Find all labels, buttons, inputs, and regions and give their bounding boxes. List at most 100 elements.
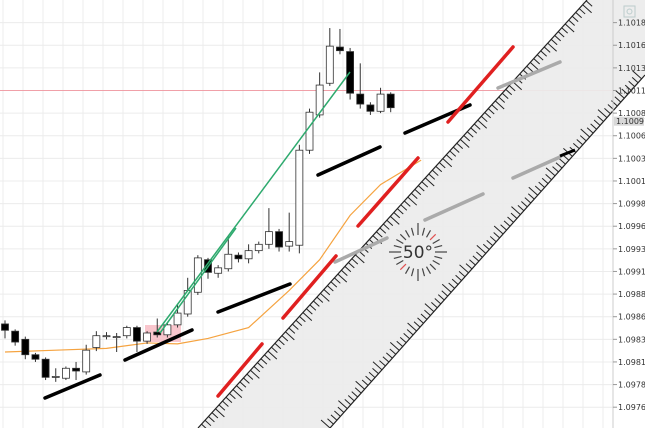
ruler-tick xyxy=(631,76,639,84)
ruler-tick xyxy=(466,131,474,138)
ruler-tick xyxy=(260,358,268,365)
protractor-dial[interactable] xyxy=(389,223,447,281)
ruler-shadow-lines xyxy=(333,60,562,264)
ruler-tick xyxy=(543,46,551,53)
candle xyxy=(1,320,9,339)
ruler-tick xyxy=(337,273,348,283)
ruler-tick xyxy=(281,335,289,342)
trend-line[interactable] xyxy=(316,145,382,177)
ruler-tick xyxy=(505,88,513,96)
candle-body xyxy=(224,253,233,270)
ruler-body[interactable] xyxy=(198,0,645,428)
ruler-tick xyxy=(404,200,411,207)
ruler-tick xyxy=(389,348,397,355)
candle xyxy=(315,72,324,118)
ruler-tick xyxy=(500,224,507,231)
chart-settings-icon[interactable] xyxy=(623,5,636,18)
ruler-tick xyxy=(327,285,334,292)
axis-tick-label: 1.10160 xyxy=(618,41,645,50)
ruler-tool[interactable]: 50° xyxy=(197,0,645,428)
ruler-tick xyxy=(438,162,446,169)
axis-tick-label: 1.10010 xyxy=(618,177,645,186)
trend-line[interactable] xyxy=(43,373,102,400)
ruler-tick xyxy=(473,123,481,130)
ruler-tick xyxy=(455,274,462,281)
candle xyxy=(21,336,30,360)
candle-body xyxy=(41,358,50,378)
ruler-tick xyxy=(441,283,452,293)
ruler-tick xyxy=(386,352,393,359)
ruler-tick xyxy=(545,173,552,181)
ruler-tick xyxy=(334,277,341,284)
ruler-red-marks xyxy=(216,45,515,398)
ruler-tick xyxy=(586,127,594,134)
ruler-tick xyxy=(421,181,429,188)
ruler-tick xyxy=(365,375,372,382)
protractor-tick xyxy=(434,255,443,260)
axis-tick-label: 1.10085 xyxy=(618,109,645,118)
ruler-tick xyxy=(355,380,365,390)
ruler-tick xyxy=(344,266,352,273)
ruler-tick xyxy=(459,139,470,148)
ruler-tick xyxy=(225,396,233,403)
ruler-tick xyxy=(508,85,516,92)
green-trend-line[interactable] xyxy=(156,71,351,333)
protractor-tick xyxy=(410,268,415,277)
ruler-tick xyxy=(597,109,608,118)
ruler-tick xyxy=(435,165,443,173)
candle xyxy=(41,357,50,381)
candle-body xyxy=(275,231,283,248)
ruler-tick xyxy=(493,225,504,235)
protractor-tick xyxy=(429,233,437,241)
candle xyxy=(193,255,202,295)
ruler-tick xyxy=(406,329,414,336)
green-lines[interactable] xyxy=(156,71,351,334)
ruler-tick xyxy=(288,327,296,334)
candle-body xyxy=(11,330,20,343)
ruler-tick xyxy=(302,312,313,322)
candle xyxy=(62,366,70,381)
ruler-tick xyxy=(389,342,400,351)
ruler-tick xyxy=(372,361,383,371)
protractor-tick xyxy=(421,268,426,277)
protractor-tick xyxy=(410,227,415,236)
ruler-edge xyxy=(197,0,588,428)
candle-body xyxy=(193,257,202,293)
price-axis[interactable]: 1.101851.101601.101351.101101.100851.100… xyxy=(613,19,645,413)
candle xyxy=(92,331,101,352)
ruler-tick xyxy=(431,302,438,309)
ruler-tick xyxy=(449,150,457,157)
candle xyxy=(254,241,263,254)
ruler-tick xyxy=(201,423,207,428)
ruler-tick xyxy=(320,419,331,428)
current-price-badge xyxy=(614,116,644,126)
candle-body xyxy=(72,367,80,372)
candle xyxy=(143,331,152,344)
candle-body xyxy=(244,250,253,260)
protractor-tick xyxy=(429,263,437,271)
candle xyxy=(336,28,344,55)
ruler-tick xyxy=(575,12,582,19)
ruler-tick xyxy=(208,416,215,423)
ruler-tick xyxy=(590,123,597,130)
ruler-tick xyxy=(229,392,236,400)
ruler-tick xyxy=(527,193,535,200)
protractor-tick xyxy=(399,233,407,241)
ruler-tick xyxy=(604,108,611,115)
ruler-tick xyxy=(494,100,505,110)
green-trend-line[interactable] xyxy=(159,227,237,334)
ruler-tick xyxy=(555,162,563,169)
ruler-tick xyxy=(424,177,435,187)
ruler-tick xyxy=(407,322,417,332)
candle xyxy=(112,332,121,352)
trend-line[interactable] xyxy=(216,282,292,314)
candle-body xyxy=(1,323,9,331)
protractor-tick xyxy=(404,230,411,238)
candle xyxy=(275,228,283,252)
candle-body xyxy=(366,104,375,112)
axis-tick-label: 1.09760 xyxy=(618,403,645,412)
axis-tick-label: 1.10185 xyxy=(618,19,645,28)
candle-body xyxy=(21,338,30,356)
trend-line[interactable] xyxy=(123,328,194,362)
